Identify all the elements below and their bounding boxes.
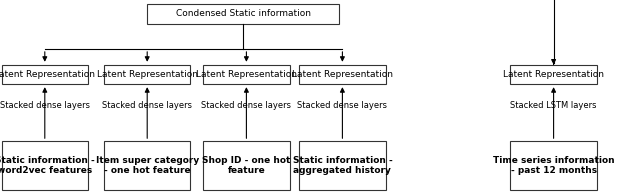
Text: Latent Representation: Latent Representation — [292, 70, 393, 79]
Text: Latent Representation: Latent Representation — [503, 70, 604, 79]
FancyBboxPatch shape — [104, 65, 191, 84]
Text: Static information -
aggregated history: Static information - aggregated history — [292, 156, 392, 175]
Text: Stacked dense layers: Stacked dense layers — [102, 101, 192, 110]
Text: Condensed Static information: Condensed Static information — [176, 9, 310, 18]
Text: Stacked dense layers: Stacked dense layers — [202, 101, 291, 110]
Text: Time series information
- past 12 months: Time series information - past 12 months — [493, 156, 614, 175]
FancyBboxPatch shape — [2, 141, 88, 190]
Text: Shop ID - one hot
feature: Shop ID - one hot feature — [202, 156, 291, 175]
FancyBboxPatch shape — [300, 65, 385, 84]
FancyBboxPatch shape — [2, 65, 88, 84]
FancyBboxPatch shape — [204, 141, 290, 190]
Text: Stacked LSTM layers: Stacked LSTM layers — [510, 101, 597, 110]
FancyBboxPatch shape — [204, 65, 290, 84]
Text: Latent Representation: Latent Representation — [97, 70, 198, 79]
Text: Item super category
- one hot feature: Item super category - one hot feature — [95, 156, 199, 175]
Text: Latent Representation: Latent Representation — [0, 70, 95, 79]
FancyBboxPatch shape — [300, 141, 385, 190]
Text: Static information -
word2vec features: Static information - word2vec features — [0, 156, 95, 175]
FancyBboxPatch shape — [511, 141, 596, 190]
FancyBboxPatch shape — [147, 4, 339, 24]
FancyBboxPatch shape — [104, 141, 191, 190]
Text: Stacked dense layers: Stacked dense layers — [0, 101, 90, 110]
FancyBboxPatch shape — [511, 65, 596, 84]
Text: Stacked dense layers: Stacked dense layers — [298, 101, 387, 110]
Text: Latent Representation: Latent Representation — [196, 70, 297, 79]
